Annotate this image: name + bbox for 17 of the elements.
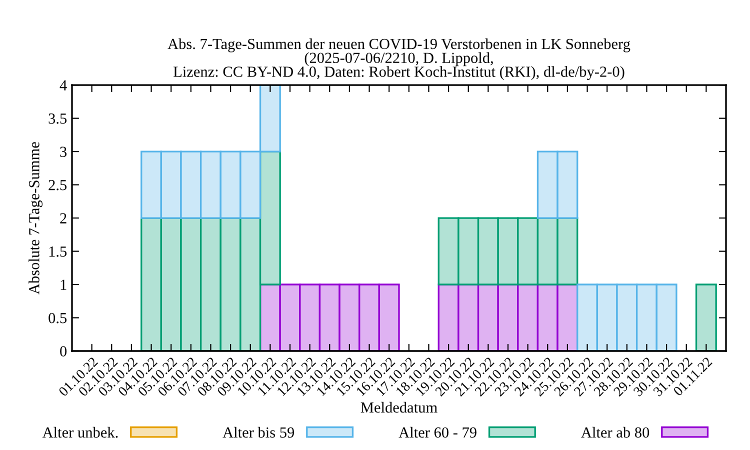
bar [695,284,717,351]
y-tick-label: 3 [60,146,67,157]
y-tick-label: 0.5 [48,312,67,324]
y-tick-label: 2 [60,213,66,224]
y-tick-label: 3.5 [48,113,67,124]
legend-label: Alter 60 - 79 [398,426,476,438]
legend-label: Alter ab 80 [581,426,650,438]
legend-label: Alter bis 59 [222,426,294,438]
y-tick-label: 1 [60,280,66,290]
y-tick-label: 1.5 [49,246,67,257]
y-tick-label: 2.5 [48,180,67,190]
y-tick-label: 4 [60,80,67,90]
y-axis-title: Absolute 7-Tage-Summe [28,142,42,294]
legend-label: Alter unbek. [42,426,118,438]
chart-title: Abs. 7-Tage-Summen der neuen COVID-19 Verstorbenen in LK Sonneberg (2025-07-06/2210, D. Lippold, Lizenz: CC BY-ND 4.0, Daten: Robert Koch-Institut (RKI), dl-de/by-2-0) [168,38,630,80]
x-axis-title: Meldedatum [360,402,438,413]
y-tick-label: 0 [60,346,67,356]
